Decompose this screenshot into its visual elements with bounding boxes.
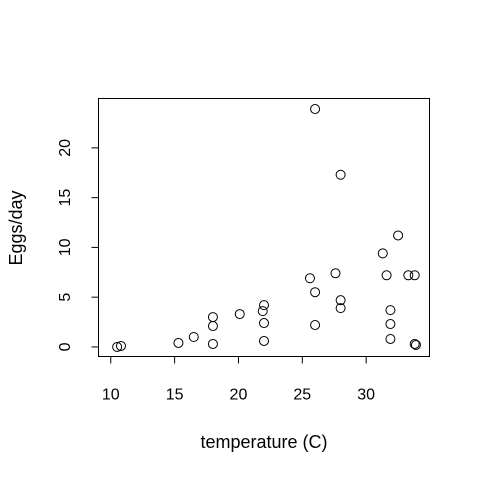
data-point [208,313,217,322]
data-point [189,332,198,341]
data-points [113,105,421,352]
x-tick-label: 15 [166,387,184,404]
x-tick-label: 30 [357,387,375,404]
data-point [208,339,217,348]
plot-frame [99,99,430,357]
data-point [260,319,269,328]
data-point [305,274,314,283]
data-point [386,334,395,343]
data-point [311,321,320,330]
data-point [378,249,387,258]
data-point [331,269,340,278]
y-axis: 0 5 10 15 20 [57,139,99,352]
data-point [235,310,244,319]
x-tick-label: 25 [293,387,311,404]
data-point [382,271,391,280]
data-point [336,170,345,179]
data-point [410,271,419,280]
data-point [386,320,395,329]
y-tick-label: 0 [57,342,74,351]
y-tick-label: 15 [57,189,74,207]
data-point [260,336,269,345]
y-tick-label: 10 [57,238,74,256]
data-point [260,301,269,310]
x-axis-label: temperature (C) [200,432,327,452]
data-point [258,307,267,316]
data-point [174,338,183,347]
y-tick-label: 20 [57,139,74,157]
y-tick-label: 5 [57,293,74,302]
y-axis-label: Eggs/day [6,190,26,265]
data-point [311,105,320,114]
x-tick-label: 20 [230,387,248,404]
data-point [208,322,217,331]
data-point [386,306,395,315]
data-point [394,231,403,240]
x-tick-label: 10 [102,387,120,404]
data-point [311,288,320,297]
x-axis: 10 15 20 25 30 [102,357,375,404]
